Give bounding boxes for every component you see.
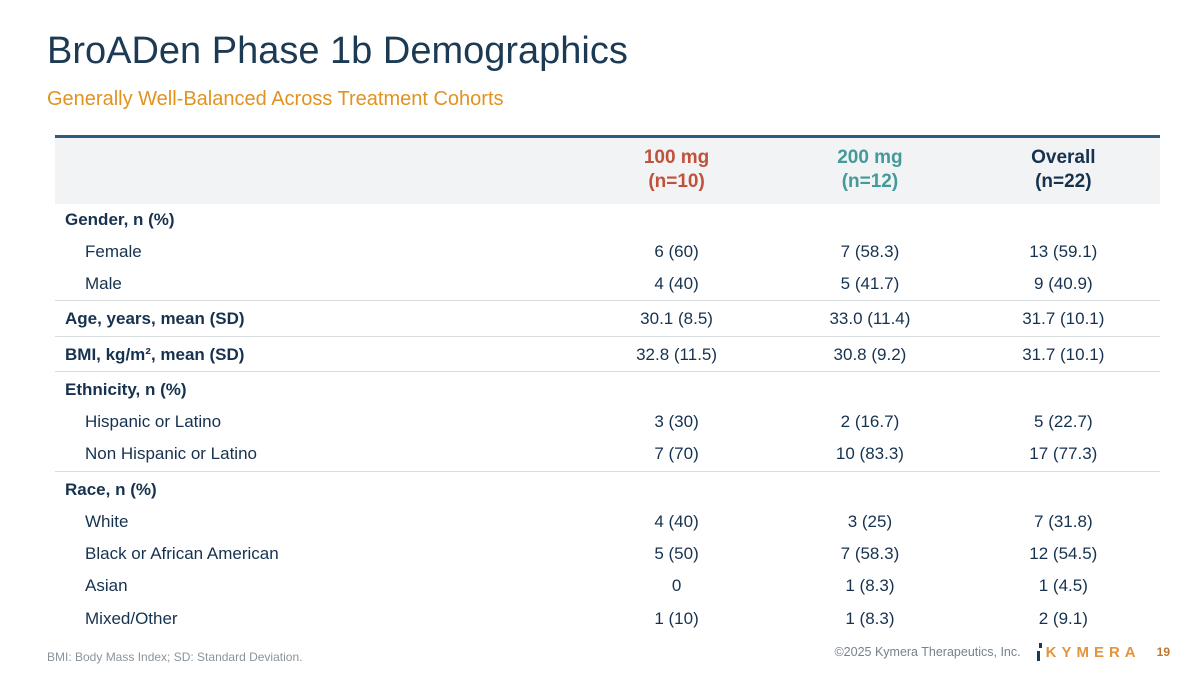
- table-cell: 2 (16.7): [840, 412, 900, 431]
- kymera-logo-mark-icon: [1036, 643, 1042, 661]
- table-cell: 17 (77.3): [1029, 444, 1098, 464]
- page-subtitle: Generally Well-Balanced Across Treatment…: [47, 88, 504, 110]
- table-cell: [773, 470, 967, 506]
- table-cell: [580, 204, 773, 236]
- row-label: Age, years, mean (SD): [55, 300, 580, 336]
- table-cell: 1 (8.3): [845, 576, 895, 596]
- table-cell: 7 (31.8): [1034, 511, 1093, 531]
- header-overall-n: (n=22): [1035, 170, 1092, 192]
- page-title: BroADen Phase 1b Demographics: [47, 30, 628, 72]
- table-cell: 7 (58.3): [840, 544, 900, 563]
- table-cell: 12 (54.5): [1029, 544, 1098, 563]
- row-label: Male: [85, 274, 122, 293]
- table-cell: 6 (60): [654, 241, 699, 261]
- table-row-bmi: BMI, kg/m², mean (SD) 32.8 (11.5) 30.8 (…: [55, 335, 1160, 372]
- table-cell: 4 (40): [654, 274, 699, 293]
- footnote: BMI: Body Mass Index; SD: Standard Devia…: [47, 650, 303, 664]
- table-row-female: Female 6 (60) 7 (58.3) 13 (59.1): [55, 236, 1160, 268]
- table-row-white: White 4 (40) 3 (25) 7 (31.8): [55, 506, 1160, 538]
- table-cell: 4 (40): [654, 511, 699, 531]
- table-row-black: Black or African American 5 (50) 7 (58.3…: [55, 538, 1160, 570]
- row-label: White: [85, 511, 129, 531]
- table-cell: 5 (22.7): [1034, 412, 1093, 431]
- table-cell: 33.0 (11.4): [773, 300, 967, 336]
- table-cell: 10 (83.3): [835, 444, 904, 464]
- table-cell: 1 (4.5): [1038, 576, 1088, 596]
- header-200mg-n: (n=12): [841, 170, 899, 192]
- table-cell: [579, 370, 774, 406]
- copyright-text: ©2025 Kymera Therapeutics, Inc.: [834, 645, 1021, 659]
- table-cell: 31.7 (10.1): [966, 300, 1160, 336]
- table-cell: [579, 470, 774, 506]
- kymera-logo: KYMERA: [1036, 643, 1141, 661]
- table-row-male: Male 4 (40) 5 (41.7) 9 (40.9): [55, 268, 1160, 301]
- table-cell: 1 (10): [654, 608, 699, 628]
- table-row-asian: Asian 0 1 (8.3) 1 (4.5): [55, 570, 1160, 602]
- table-cell: 1 (8.3): [845, 608, 895, 628]
- table-cell: [773, 204, 966, 236]
- table-cell: 30.1 (8.5): [579, 300, 774, 336]
- row-label: Gender, n (%): [65, 209, 175, 229]
- table-header-row: 100 mg (n=10) 200 mg (n=12) Overall (n=2…: [55, 135, 1160, 204]
- row-label: Ethnicity, n (%): [55, 370, 580, 406]
- footer-right: ©2025 Kymera Therapeutics, Inc. KYMERA 1…: [834, 643, 1170, 661]
- table-cell: 3 (30): [654, 412, 699, 431]
- row-label: Hispanic or Latino: [85, 412, 222, 431]
- row-label: Female: [85, 241, 142, 261]
- header-overall: Overall (n=22): [966, 135, 1160, 204]
- row-label: BMI, kg/m², mean (SD): [55, 335, 580, 372]
- table-row-gender: Gender, n (%): [55, 204, 1160, 236]
- row-label: Non Hispanic or Latino: [85, 444, 257, 464]
- table-cell: 31.7 (10.1): [966, 335, 1160, 372]
- header-overall-label: Overall: [1031, 147, 1096, 168]
- header-100mg-n: (n=10): [648, 170, 705, 192]
- table-row-non-hispanic: Non Hispanic or Latino 7 (70) 10 (83.3) …: [55, 438, 1160, 471]
- page-number: 19: [1156, 645, 1170, 659]
- kymera-logo-text: KYMERA: [1045, 643, 1141, 661]
- table-row-age: Age, years, mean (SD) 30.1 (8.5) 33.0 (1…: [55, 300, 1160, 336]
- table-cell: 5 (50): [654, 544, 699, 563]
- table-cell: 7 (70): [654, 444, 699, 464]
- row-label: Asian: [85, 576, 128, 596]
- header-200mg: 200 mg (n=12): [773, 135, 967, 204]
- row-label: Black or African American: [85, 544, 279, 563]
- header-200mg-dose: 200 mg: [837, 147, 903, 168]
- header-100mg-dose: 100 mg: [643, 147, 710, 168]
- row-label: Mixed/Other: [85, 608, 178, 628]
- table-cell: 2 (9.1): [1038, 608, 1088, 628]
- header-100mg: 100 mg (n=10): [579, 135, 774, 204]
- table-cell: [773, 370, 967, 406]
- table-cell: 30.8 (9.2): [773, 335, 967, 372]
- table-row-race: Race, n (%): [55, 470, 1160, 506]
- table-cell: 9 (40.9): [1034, 274, 1093, 293]
- header-empty-cell: [55, 135, 580, 204]
- table-cell: 7 (58.3): [840, 241, 900, 261]
- table-cell: 5 (41.7): [840, 274, 900, 293]
- table-row-hispanic: Hispanic or Latino 3 (30) 2 (16.7) 5 (22…: [55, 406, 1160, 438]
- table-cell: [966, 370, 1160, 406]
- table-cell: 32.8 (11.5): [579, 335, 774, 372]
- table-cell: 3 (25): [847, 511, 893, 531]
- table-row-ethnicity: Ethnicity, n (%): [55, 370, 1160, 406]
- table-cell: 0: [671, 576, 682, 596]
- table-cell: 13 (59.1): [1029, 241, 1098, 261]
- table-row-mixed-other: Mixed/Other 1 (10) 1 (8.3) 2 (9.1): [55, 603, 1160, 635]
- table-cell: [967, 204, 1160, 236]
- row-label: Race, n (%): [55, 470, 580, 506]
- demographics-table: 100 mg (n=10) 200 mg (n=12) Overall (n=2…: [55, 135, 1160, 635]
- table-cell: [966, 470, 1160, 506]
